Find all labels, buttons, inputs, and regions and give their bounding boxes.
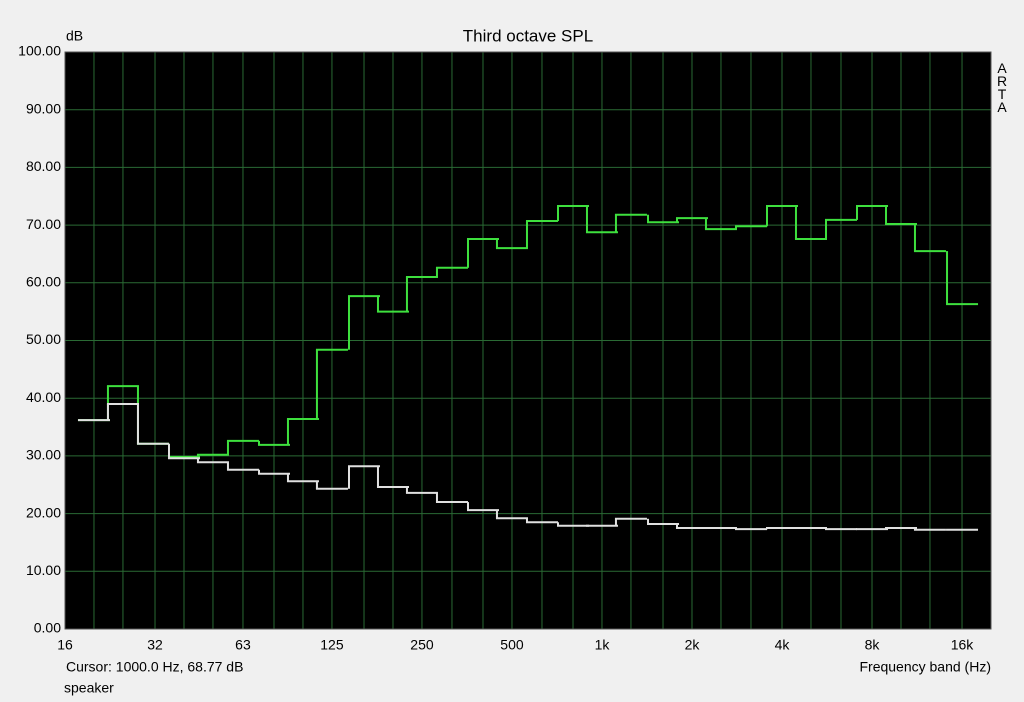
y-tick-label: 0.00 — [34, 620, 61, 636]
x-tick-label: 16 — [57, 637, 73, 653]
x-tick-label: 2k — [685, 637, 701, 653]
y-tick-label: 90.00 — [26, 100, 61, 116]
y-tick-label: 100.00 — [18, 43, 61, 59]
y-tick-label: 10.00 — [26, 562, 61, 578]
x-tick-label: 500 — [500, 637, 524, 653]
plot-border — [64, 51, 992, 630]
x-axis-label: Frequency band (Hz) — [859, 659, 991, 675]
x-tick-label: 250 — [410, 637, 434, 653]
x-tick-label: 8k — [865, 637, 881, 653]
cursor-readout: Cursor: 1000.0 Hz, 68.77 dB — [66, 659, 243, 675]
chart-title: Third octave SPL — [463, 26, 593, 45]
x-tick-label: 125 — [320, 637, 344, 653]
x-tick-label: 63 — [235, 637, 251, 653]
watermark: ARTA — [994, 60, 1010, 112]
y-tick-label: 40.00 — [26, 389, 61, 405]
y-tick-label: 50.00 — [26, 331, 61, 347]
x-tick-label: 16k — [951, 637, 975, 653]
y-tick-label: 60.00 — [26, 274, 61, 290]
x-tick-label: 1k — [595, 637, 611, 653]
x-tick-label: 4k — [775, 637, 791, 653]
footer-label: speaker — [64, 680, 114, 696]
y-axis-label: dB — [66, 28, 83, 44]
y-tick-label: 30.00 — [26, 447, 61, 463]
y-tick-label: 20.00 — [26, 504, 61, 520]
y-tick-label: 70.00 — [26, 216, 61, 232]
x-tick-label: 32 — [147, 637, 163, 653]
y-tick-label: 80.00 — [26, 158, 61, 174]
